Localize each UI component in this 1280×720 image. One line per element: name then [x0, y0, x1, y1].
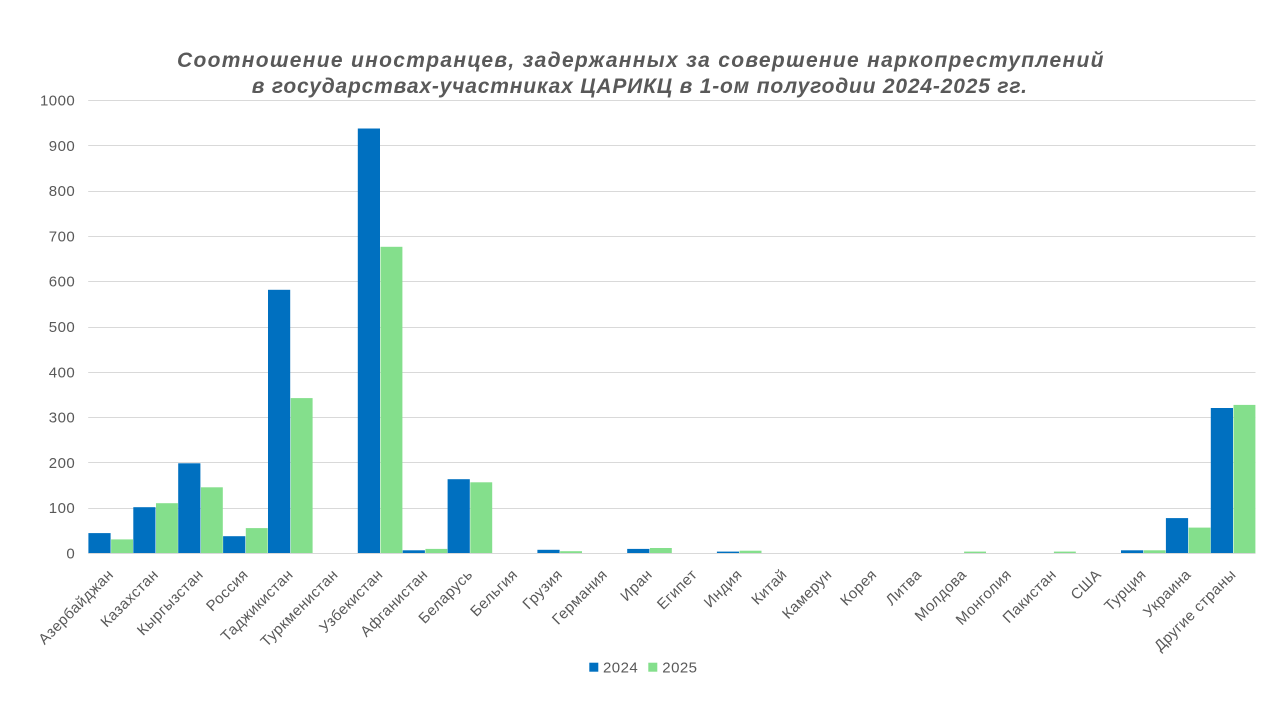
- svg-text:2024: 2024: [603, 659, 638, 676]
- svg-text:800: 800: [49, 183, 75, 200]
- svg-text:700: 700: [49, 228, 75, 245]
- svg-text:300: 300: [49, 410, 75, 427]
- svg-text:600: 600: [49, 274, 75, 291]
- svg-text:400: 400: [49, 364, 75, 381]
- svg-text:200: 200: [49, 455, 75, 472]
- svg-text:Соотношение иностранцев, задер: Соотношение иностранцев, задержанных за …: [177, 49, 1104, 72]
- svg-text:0: 0: [66, 546, 75, 563]
- svg-text:900: 900: [49, 138, 75, 155]
- svg-text:100: 100: [49, 500, 75, 517]
- svg-text:500: 500: [49, 319, 75, 336]
- svg-text:2025: 2025: [662, 659, 697, 676]
- svg-text:в государствах-участниках ЦАРИ: в государствах-участниках ЦАРИКЦ в 1-ом …: [252, 75, 1027, 98]
- svg-text:1000: 1000: [40, 93, 75, 110]
